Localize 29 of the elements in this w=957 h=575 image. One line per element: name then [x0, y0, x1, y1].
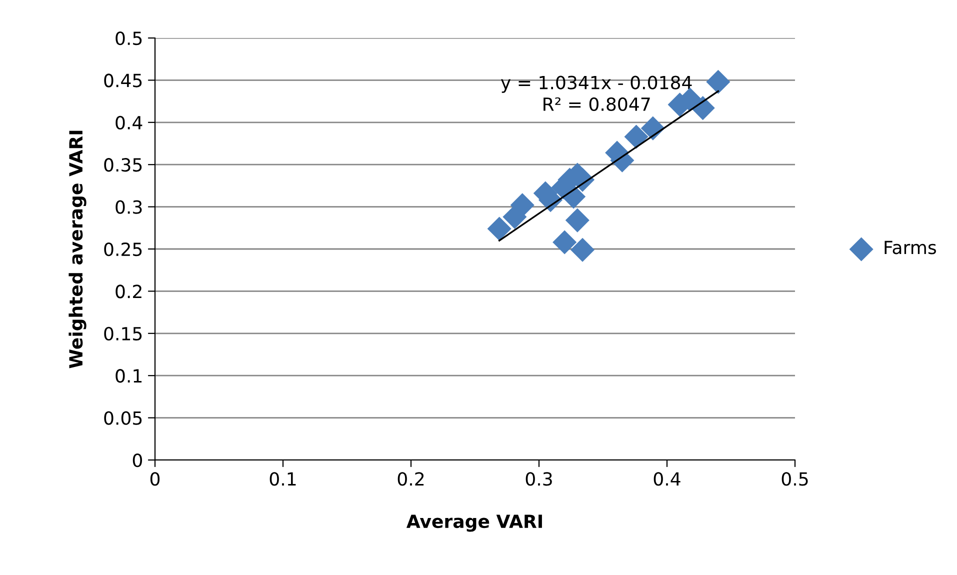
- y-tick-label: 0.2: [116, 284, 142, 298]
- y-tick-label: 0.45: [104, 74, 142, 88]
- point: [565, 208, 590, 232]
- y-axis-title: Weighted average VARI: [68, 130, 86, 368]
- y-tick-label: 0.35: [104, 158, 142, 172]
- x-tick-label: 0.5: [782, 472, 808, 486]
- point: [624, 124, 648, 149]
- x-tick-label: 0.3: [526, 472, 552, 486]
- y-tick-label: 0.5: [116, 31, 142, 46]
- y-tick-label: 0.4: [116, 116, 142, 130]
- annotation: y = 1.0341x - 0.0184 R² = 0.8047: [500, 76, 692, 112]
- point: [487, 216, 512, 241]
- y-tick-label: 0.25: [104, 242, 142, 256]
- x-tick-label: 0.2: [398, 472, 424, 486]
- point: [706, 70, 730, 94]
- x-tick-label: 0: [150, 472, 160, 486]
- y-tick-label: 0: [132, 453, 142, 468]
- x-tick-label: 0.4: [654, 472, 680, 486]
- y-tick-label: 0.1: [116, 369, 142, 383]
- x-tick-label: 0.1: [270, 472, 296, 486]
- point: [640, 116, 665, 140]
- point: [562, 184, 586, 209]
- legend-label: Farms: [884, 240, 936, 254]
- y-tick-label: 0.05: [104, 411, 142, 425]
- y-tick-label: 0.3: [116, 200, 142, 214]
- y-tick-label: 0.15: [104, 326, 142, 341]
- point: [552, 230, 577, 254]
- x-axis-title: Average VARI: [406, 514, 542, 532]
- point: [570, 238, 595, 262]
